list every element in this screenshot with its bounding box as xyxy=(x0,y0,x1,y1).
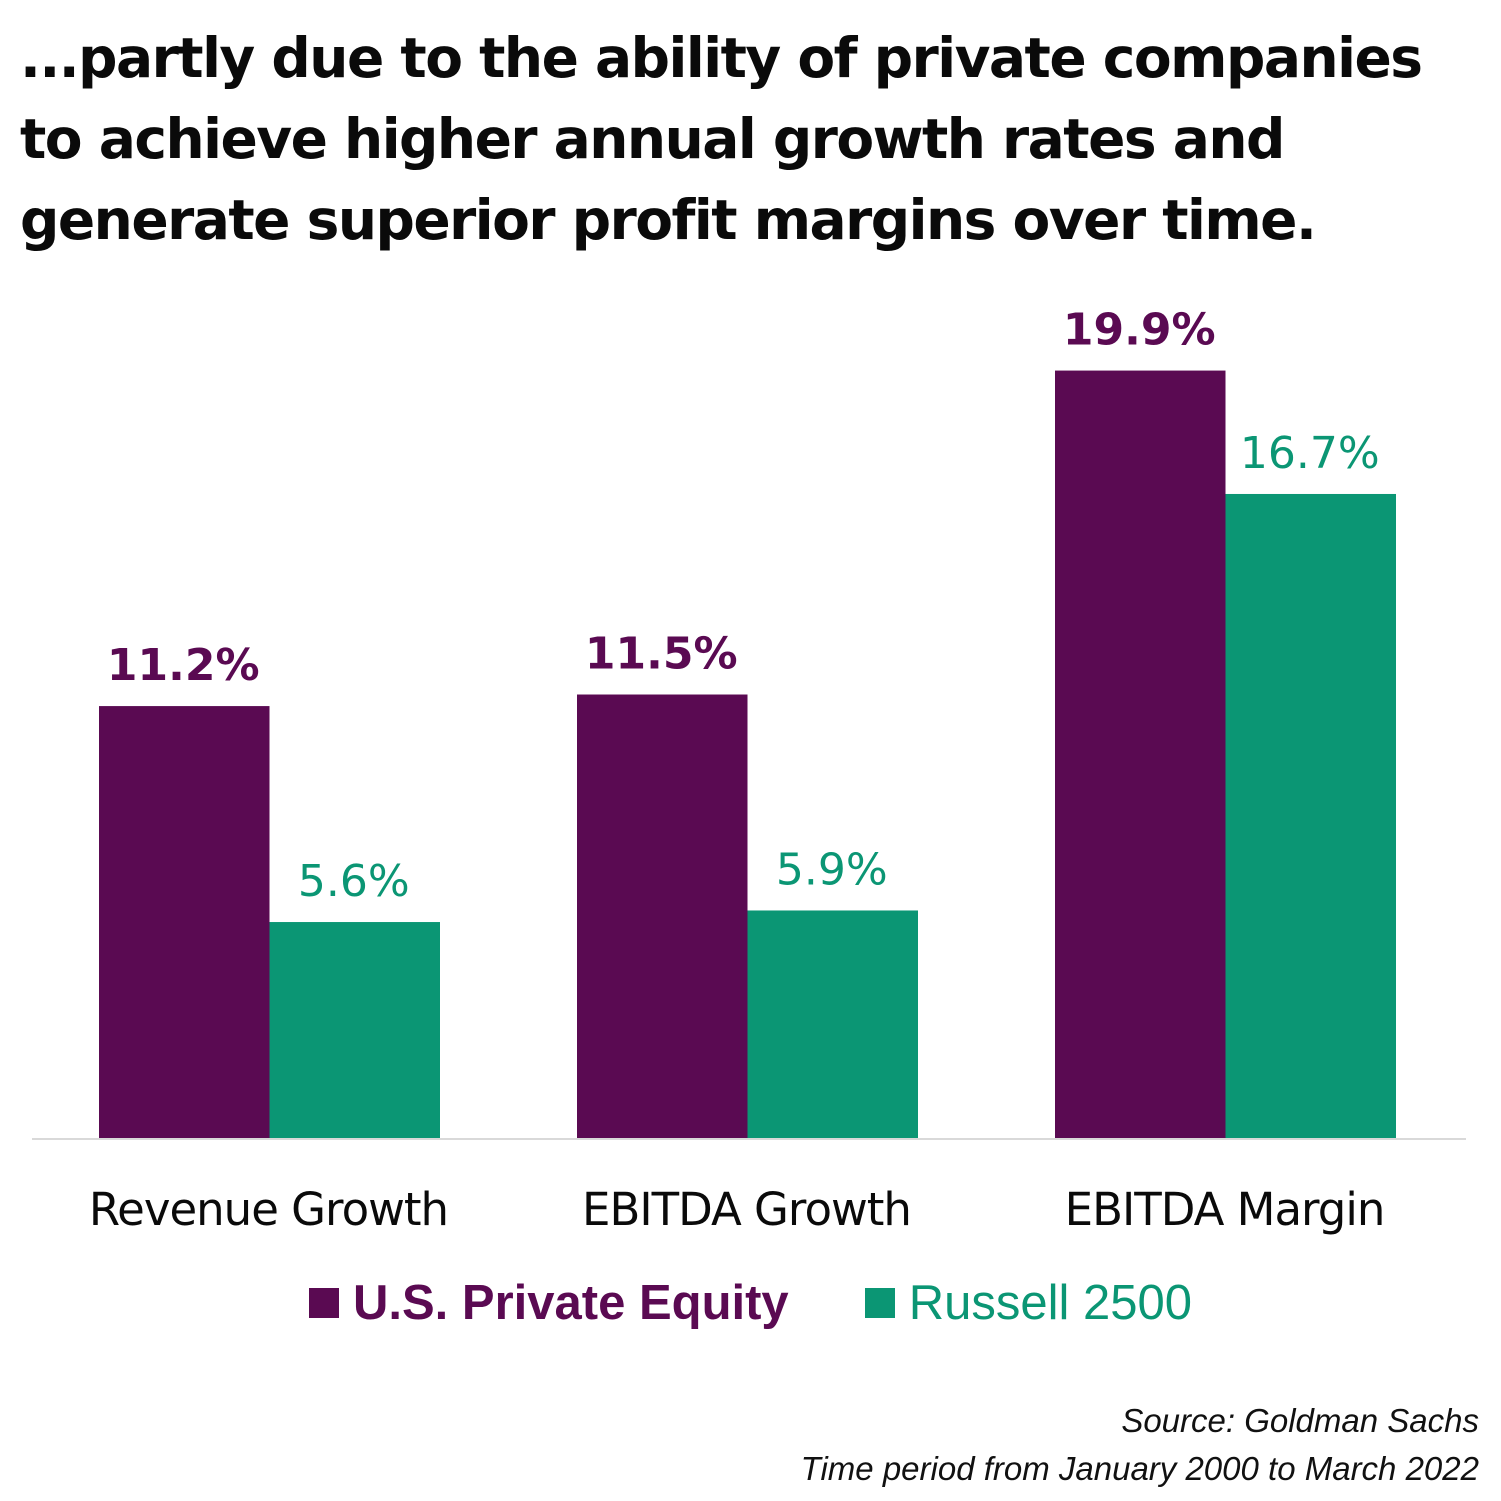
chart-title: ...partly due to the ability of private … xyxy=(20,26,1423,252)
bar-u-s-private-equity-ebitda-margin xyxy=(1055,370,1226,1138)
bars-group xyxy=(99,370,1396,1139)
value-label-u-s-private-equity-revenue-growth: 11.2% xyxy=(107,640,260,691)
category-label-revenue-growth: Revenue Growth xyxy=(89,1183,448,1236)
value-label-russell-2500-revenue-growth: 5.6% xyxy=(298,856,410,907)
category-label-ebitda-growth: EBITDA Growth xyxy=(582,1183,911,1236)
category-labels-group: Revenue Growth EBITDA Growth EBITDA Margin xyxy=(89,1183,1385,1236)
bar-u-s-private-equity-revenue-growth xyxy=(99,706,270,1138)
bar-u-s-private-equity-ebitda-growth xyxy=(577,694,748,1138)
value-label-u-s-private-equity-ebitda-margin: 19.9% xyxy=(1063,305,1216,356)
legend-label-russell-2500: Russell 2500 xyxy=(908,1276,1192,1330)
bar-russell-2500-ebitda-margin xyxy=(1225,493,1396,1139)
source-note: Source: Goldman Sachs xyxy=(1121,1402,1479,1439)
legend: U.S. Private Equity Russell 2500 xyxy=(0,1275,1501,1331)
legend-swatch-private-equity xyxy=(309,1288,339,1318)
bar-russell-2500-revenue-growth xyxy=(269,922,440,1138)
legend-item-russell-2500[interactable]: Russell 2500 xyxy=(864,1275,1192,1331)
category-label-ebitda-margin: EBITDA Margin xyxy=(1065,1183,1385,1236)
legend-item-private-equity[interactable]: U.S. Private Equity xyxy=(309,1275,789,1331)
bar-russell-2500-ebitda-growth xyxy=(747,910,918,1138)
legend-swatch-russell-2500 xyxy=(864,1288,895,1318)
legend-label-private-equity: U.S. Private Equity xyxy=(353,1276,789,1330)
value-labels-group: 11.2% 5.6% 11.5% 5.9% 19.9% 16.7% xyxy=(107,305,1380,907)
value-label-russell-2500-ebitda-growth: 5.9% xyxy=(776,844,888,895)
value-label-russell-2500-ebitda-margin: 16.7% xyxy=(1240,428,1380,479)
time-period-note: Time period from January 2000 to March 2… xyxy=(800,1450,1479,1487)
value-label-u-s-private-equity-ebitda-growth: 11.5% xyxy=(585,629,738,680)
